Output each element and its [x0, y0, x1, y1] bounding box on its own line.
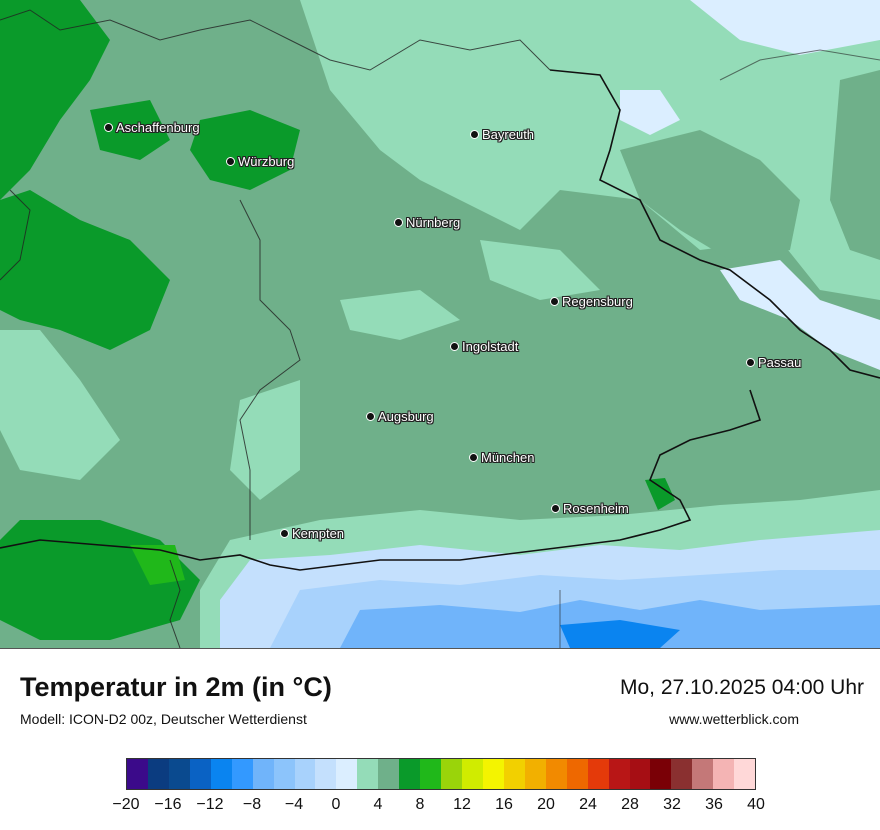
- legend-swatch: [252, 759, 274, 789]
- city-marker[interactable]: München: [469, 450, 534, 465]
- city-label: Passau: [758, 355, 802, 370]
- legend-swatch: [378, 759, 400, 789]
- city-marker[interactable]: Bayreuth: [470, 127, 534, 142]
- city-dot-icon: [551, 504, 560, 513]
- legend-swatch: [336, 759, 358, 789]
- city-marker[interactable]: Kempten: [280, 526, 344, 541]
- legend-swatch: [399, 759, 421, 789]
- city-dot-icon: [469, 453, 478, 462]
- city-dot-icon: [470, 130, 479, 139]
- legend-swatch: [524, 759, 546, 789]
- city-marker[interactable]: Passau: [746, 355, 801, 370]
- city-label: Bayreuth: [482, 127, 535, 142]
- city-marker[interactable]: Aschaffenburg: [104, 120, 200, 135]
- city-dot-icon: [550, 297, 559, 306]
- legend-swatch: [231, 759, 253, 789]
- legend-swatch: [692, 759, 714, 789]
- legend-swatch: [441, 759, 462, 789]
- legend-swatch: [315, 759, 337, 789]
- website-link[interactable]: www.wetterblick.com: [669, 711, 799, 727]
- legend-tick-label: 8: [415, 796, 425, 813]
- city-dot-icon: [746, 358, 755, 367]
- legend-tick-label: −8: [242, 796, 262, 813]
- city-marker[interactable]: Regensburg: [550, 294, 633, 309]
- legend-tick-label: −4: [284, 796, 304, 813]
- temperature-map[interactable]: Aschaffenburg Würzburg Bayreuth Nürnberg…: [0, 0, 880, 649]
- legend-tick-label: 20: [537, 796, 555, 813]
- legend-tick-label: −16: [154, 796, 182, 813]
- legend-swatch: [608, 759, 630, 789]
- legend-swatch: [671, 759, 693, 789]
- legend-tick-label: −20: [112, 796, 140, 813]
- legend-tick-label: 0: [331, 796, 341, 813]
- city-marker[interactable]: Ingolstadt: [450, 339, 518, 354]
- legend-swatch: [650, 759, 672, 789]
- map-title: Temperatur in 2m (in °C): [20, 672, 332, 702]
- legend-swatch: [357, 759, 379, 789]
- city-label: München: [481, 450, 535, 465]
- city-label: Nürnberg: [406, 215, 461, 230]
- city-label: Würzburg: [238, 154, 295, 169]
- city-dot-icon: [280, 529, 289, 538]
- city-label: Rosenheim: [563, 501, 629, 516]
- legend-swatch: [482, 759, 504, 789]
- legend-swatch: [127, 759, 148, 789]
- city-marker[interactable]: Würzburg: [226, 154, 294, 169]
- legend-tick-label: 12: [453, 796, 471, 813]
- legend-swatch: [629, 759, 651, 789]
- city-label: Aschaffenburg: [116, 120, 200, 135]
- legend-swatch: [210, 759, 232, 789]
- legend-tick-label: 40: [747, 796, 765, 813]
- legend-swatch: [168, 759, 190, 789]
- city-dot-icon: [366, 412, 375, 421]
- color-legend: [126, 758, 756, 790]
- city-label: Regensburg: [562, 294, 633, 309]
- legend-tick-label: 36: [705, 796, 723, 813]
- model-source: Modell: ICON-D2 00z, Deutscher Wetterdie…: [20, 711, 307, 727]
- city-dot-icon: [226, 157, 235, 166]
- legend-swatch: [545, 759, 567, 789]
- legend-swatch: [587, 759, 609, 789]
- legend-swatch: [503, 759, 525, 789]
- legend-tick-label: 28: [621, 796, 639, 813]
- city-label: Ingolstadt: [462, 339, 519, 354]
- legend-tick-label: 4: [373, 796, 383, 813]
- legend-swatch: [462, 759, 483, 789]
- city-dot-icon: [104, 123, 113, 132]
- legend-tick-label: 16: [495, 796, 513, 813]
- city-marker[interactable]: Rosenheim: [551, 501, 629, 516]
- city-marker[interactable]: Nürnberg: [394, 215, 460, 230]
- map-graphics: [0, 0, 880, 648]
- legend-tick-label: 24: [579, 796, 597, 813]
- legend-swatch: [147, 759, 169, 789]
- legend-tick-label: 32: [663, 796, 681, 813]
- city-label: Augsburg: [378, 409, 434, 424]
- legend-swatch: [294, 759, 316, 789]
- legend-tick-label: −12: [196, 796, 224, 813]
- city-dot-icon: [394, 218, 403, 227]
- legend-swatch: [734, 759, 756, 789]
- legend-swatch: [713, 759, 735, 789]
- city-marker[interactable]: Augsburg: [366, 409, 434, 424]
- forecast-datetime: Mo, 27.10.2025 04:00 Uhr: [619, 676, 864, 699]
- legend-swatch: [420, 759, 442, 789]
- city-label: Kempten: [292, 526, 345, 541]
- city-dot-icon: [450, 342, 459, 351]
- legend-swatch: [273, 759, 295, 789]
- legend-swatch: [566, 759, 588, 789]
- legend-swatch: [189, 759, 211, 789]
